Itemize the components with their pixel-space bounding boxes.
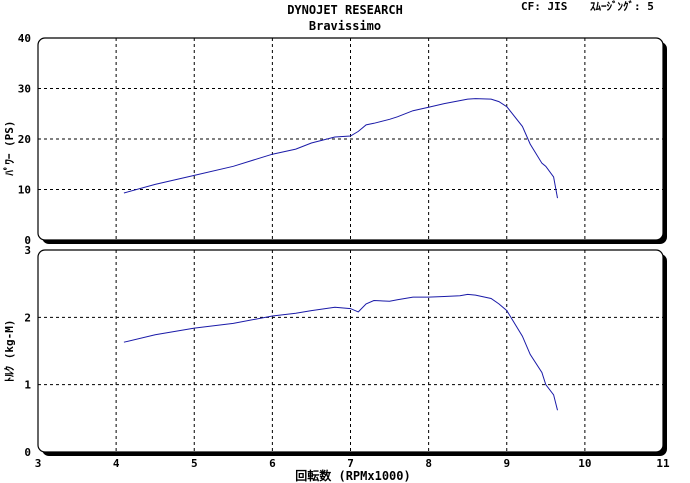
torque-y-tick-label: 1: [24, 379, 31, 392]
rpm-x-tick-label: 8: [425, 457, 432, 470]
power-y-tick-label: 40: [18, 32, 31, 45]
rpm-x-tick-label: 4: [113, 457, 120, 470]
torque-grid: [38, 250, 663, 452]
rpm-x-ticks: 3 4 5 6 7 8 9 10 11: [35, 457, 670, 470]
power-y-tick-label: 10: [18, 184, 31, 197]
torque-panel: 0 1 2 3 3 4 5 6 7 8 9 10 11 ﾄﾙｸ (kg-M) 回転数 (RPMx100…: [3, 244, 670, 483]
rpm-x-tick-label: 5: [191, 457, 198, 470]
power-curve: [123, 98, 558, 199]
power-y-tick-label: 0: [24, 234, 31, 247]
rpm-x-tick-label: 11: [656, 457, 670, 470]
smoothing-setting: ｽﾑｰｼﾞﾝｸﾞ: 5: [590, 0, 654, 13]
rpm-x-tick-label: 6: [269, 457, 276, 470]
torque-axis-label: ﾄﾙｸ (kg-M): [3, 320, 16, 383]
power-y-tick-label: 20: [18, 133, 31, 146]
power-y-tick-label: 30: [18, 83, 31, 96]
power-axis-label: ﾊﾟﾜｰ (PS): [2, 120, 16, 176]
power-panel: 0 10 20 30 40 ﾊﾟﾜｰ (PS): [2, 32, 667, 247]
rpm-x-tick-label: 9: [503, 457, 510, 470]
torque-y-tick-label: 0: [24, 446, 31, 459]
rpm-x-tick-label: 10: [578, 457, 591, 470]
torque-y-tick-label: 2: [24, 311, 31, 324]
rpm-x-tick-label: 3: [35, 457, 42, 470]
chart-title: DYNOJET RESEARCH: [287, 3, 403, 17]
correction-factor: CF: JIS: [521, 0, 567, 13]
power-grid: [38, 38, 663, 240]
chart-subtitle: Bravissimo: [309, 19, 381, 33]
torque-y-ticks: 0 1 2 3: [24, 244, 31, 459]
torque-curve: [123, 293, 558, 411]
torque-y-tick-label: 3: [24, 244, 31, 257]
rpm-x-tick-label: 7: [347, 457, 354, 470]
rpm-axis-label: 回転数 (RPMx1000): [295, 468, 410, 483]
power-y-ticks: 0 10 20 30 40: [18, 32, 31, 247]
